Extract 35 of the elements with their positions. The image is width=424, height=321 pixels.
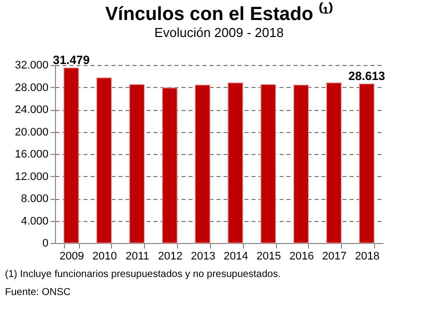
bar bbox=[63, 68, 80, 244]
bar bbox=[194, 84, 210, 244]
x-tick-label: 2014 bbox=[224, 250, 248, 262]
bar bbox=[96, 77, 112, 244]
x-tick-label: 2009 bbox=[60, 250, 84, 262]
bar bbox=[358, 83, 375, 244]
bar bbox=[129, 84, 145, 244]
x-tick-label: 2010 bbox=[92, 250, 117, 262]
y-tick-label: 16.000 bbox=[14, 148, 48, 160]
chart-subtitle: Evolución 2009 - 2018 bbox=[154, 24, 284, 40]
x-tick-label: 2011 bbox=[126, 250, 150, 262]
x-tick-label: 2018 bbox=[355, 250, 380, 262]
x-tick-label: 2017 bbox=[322, 250, 347, 262]
chart-title: Vínculos con el Estado ⁽¹⁾ bbox=[105, 2, 333, 25]
y-tick-label: 20.000 bbox=[14, 126, 48, 138]
y-tick-label: 8.000 bbox=[20, 193, 48, 205]
bar bbox=[326, 82, 342, 244]
bar bbox=[162, 87, 178, 244]
source-note: Fuente: ONSC bbox=[5, 287, 71, 298]
y-tick-label: 12.000 bbox=[14, 170, 48, 183]
data-label: 28.613 bbox=[348, 68, 386, 83]
bar bbox=[293, 84, 309, 244]
x-tick-label: 2015 bbox=[256, 250, 281, 262]
data-label: 31.479 bbox=[52, 52, 90, 67]
y-tick-label: 0 bbox=[42, 238, 48, 250]
text: (1) Incluye funcionarios presupuestados y no presupuestados. bbox=[5, 269, 281, 280]
y-tick-label: 4.000 bbox=[20, 215, 48, 228]
y-tick-label: 28.000 bbox=[14, 82, 48, 94]
bar bbox=[260, 84, 276, 244]
bar bbox=[228, 82, 244, 244]
x-tick-label: 2016 bbox=[289, 250, 314, 262]
x-tick-label: 2013 bbox=[190, 250, 216, 262]
y-tick-label: 24.000 bbox=[14, 104, 48, 116]
x-tick-label: 2012 bbox=[158, 250, 182, 262]
y-tick-label: 32.000 bbox=[14, 60, 48, 72]
